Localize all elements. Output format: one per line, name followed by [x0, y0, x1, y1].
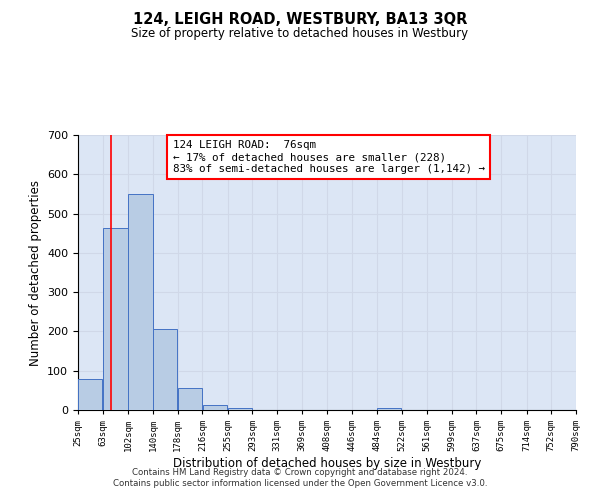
- Bar: [203, 404, 227, 410]
- Text: 124 LEIGH ROAD:  76sqm
← 17% of detached houses are smaller (228)
83% of semi-de: 124 LEIGH ROAD: 76sqm ← 17% of detached …: [173, 140, 485, 173]
- Text: Contains HM Land Registry data © Crown copyright and database right 2024.
Contai: Contains HM Land Registry data © Crown c…: [113, 468, 487, 487]
- Bar: [78, 378, 103, 410]
- Y-axis label: Number of detached properties: Number of detached properties: [29, 180, 41, 366]
- Bar: [228, 408, 252, 410]
- Text: 124, LEIGH ROAD, WESTBURY, BA13 3QR: 124, LEIGH ROAD, WESTBURY, BA13 3QR: [133, 12, 467, 28]
- Bar: [377, 408, 401, 410]
- Bar: [128, 194, 152, 410]
- Bar: [153, 330, 178, 410]
- Text: Size of property relative to detached houses in Westbury: Size of property relative to detached ho…: [131, 28, 469, 40]
- Bar: [103, 228, 128, 410]
- X-axis label: Distribution of detached houses by size in Westbury: Distribution of detached houses by size …: [173, 457, 481, 470]
- Bar: [178, 388, 202, 410]
